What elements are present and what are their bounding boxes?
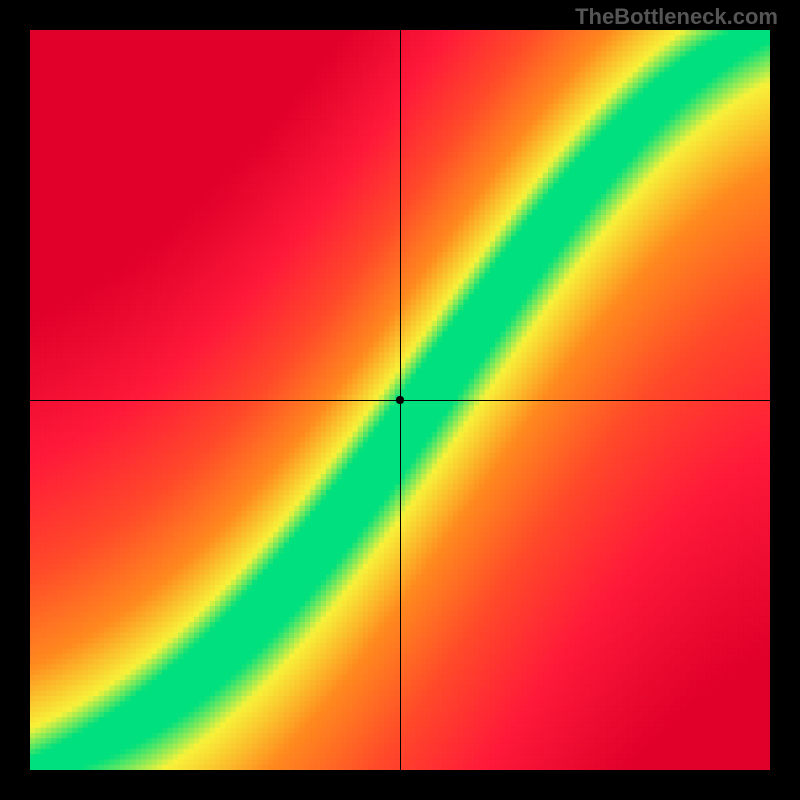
bottleneck-heatmap: [0, 0, 800, 800]
watermark-text: TheBottleneck.com: [575, 4, 778, 30]
chart-container: { "chart": { "type": "heatmap", "descrip…: [0, 0, 800, 800]
